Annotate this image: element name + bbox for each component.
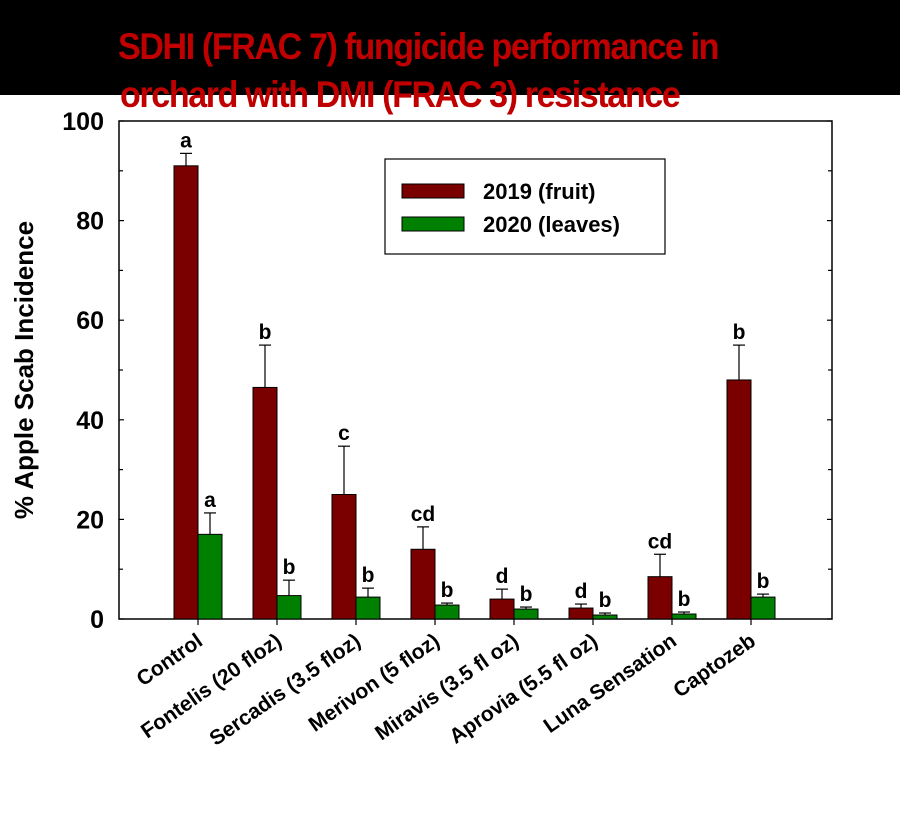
significance-letter: cd [411, 503, 436, 526]
significance-letter: b [757, 570, 770, 593]
x-tick-label: Captozeb [669, 629, 760, 702]
legend-label: 2020 (leaves) [483, 212, 620, 237]
significance-letter: d [575, 580, 588, 603]
legend-label: 2019 (fruit) [483, 179, 595, 204]
significance-letter: cd [648, 530, 673, 553]
bar-2020 [513, 608, 539, 620]
significance-letter: b [259, 321, 272, 344]
significance-letter: a [204, 489, 216, 512]
legend-swatch-2019 [401, 183, 465, 199]
y-tick-label: 0 [90, 606, 104, 634]
chart-title-line-1: SDHI (FRAC 7) fungicide performance in [118, 26, 719, 67]
y-tick-label: 100 [62, 108, 104, 136]
bar-2020 [197, 533, 223, 620]
significance-letter: b [520, 583, 533, 606]
significance-letter: b [283, 556, 296, 579]
legend-box [384, 158, 666, 255]
bar-2020 [355, 596, 381, 620]
bar-2020 [592, 614, 618, 620]
bar-2019 [173, 165, 199, 620]
bar-2020 [276, 595, 302, 620]
significance-letter: a [180, 129, 192, 152]
significance-letter: b [441, 579, 454, 602]
bar-2020 [434, 604, 460, 620]
x-tick-label: Merivon (5 floz) [305, 629, 444, 736]
significance-letter: b [362, 564, 375, 587]
bar-2019 [489, 598, 515, 620]
legend-swatch-2020 [401, 216, 465, 232]
bar-2019 [331, 494, 357, 620]
bar-2019 [410, 548, 436, 620]
significance-letter: b [733, 321, 746, 344]
y-tick-label: 40 [76, 407, 104, 435]
significance-letter: d [496, 565, 509, 588]
bar-2019 [647, 576, 673, 620]
bar-2019 [252, 386, 278, 620]
significance-letter: c [338, 422, 350, 445]
x-tick-label: Fontelis (20 floz) [137, 629, 286, 743]
x-tick-label: Aprovia (5.5 fl oz) [445, 629, 602, 748]
x-tick-label: Control [133, 629, 207, 691]
chart-title-line-2: orchard with DMI (FRAC 3) resistance [120, 74, 681, 115]
x-tick-label: Luna Sensation [540, 629, 681, 738]
title-banner [0, 0, 900, 95]
bar-2020 [750, 596, 776, 620]
y-tick-label: 60 [76, 307, 104, 335]
bar-2019 [726, 379, 752, 620]
y-axis-label: % Apple Scab Incidence [9, 221, 39, 519]
bar-2019 [568, 607, 594, 620]
significance-letter: b [678, 588, 691, 611]
bar-2020 [671, 613, 697, 620]
significance-letter: b [599, 589, 612, 612]
y-tick-label: 20 [76, 506, 104, 534]
y-tick-label: 80 [76, 208, 104, 236]
